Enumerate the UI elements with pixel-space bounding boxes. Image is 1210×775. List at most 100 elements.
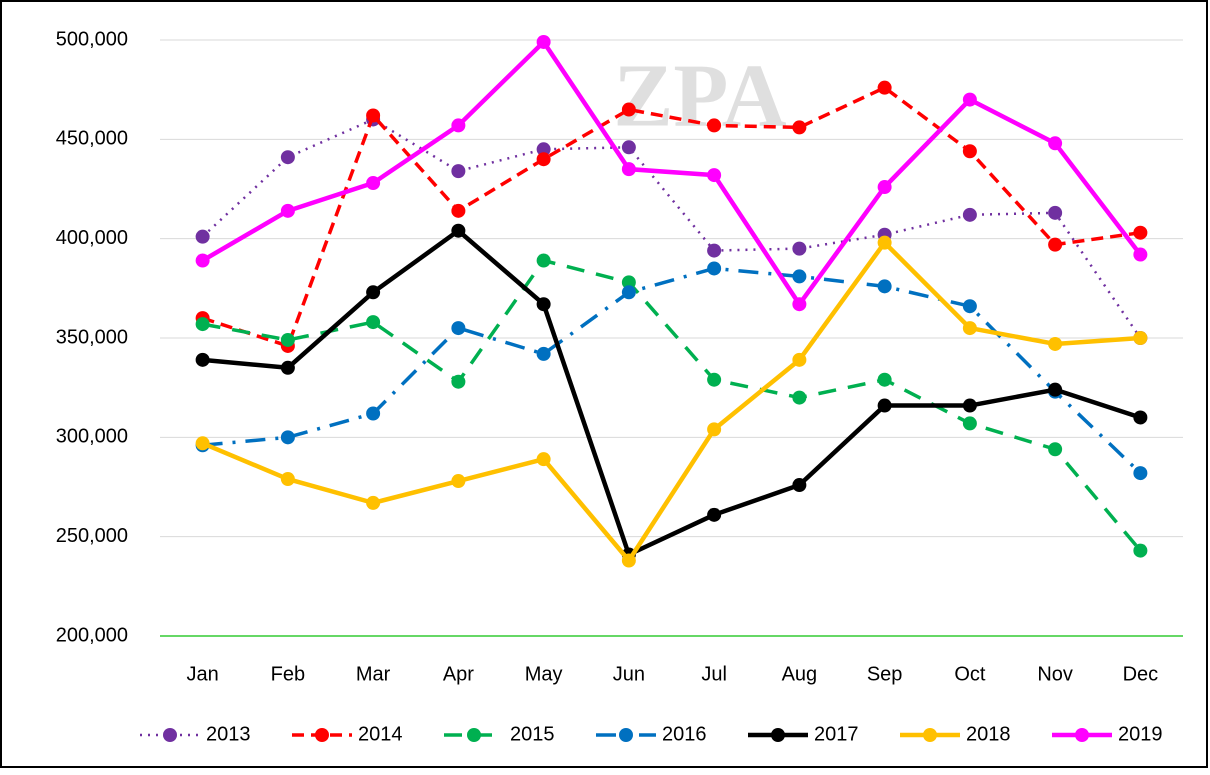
legend-marker bbox=[163, 728, 177, 742]
point bbox=[281, 333, 295, 347]
legend-label: 2015 bbox=[510, 723, 555, 745]
point bbox=[366, 406, 380, 420]
point bbox=[196, 436, 210, 450]
point bbox=[792, 269, 806, 283]
legend-marker bbox=[467, 728, 481, 742]
legend-label: 2017 bbox=[814, 723, 859, 745]
legend-label: 2014 bbox=[358, 723, 403, 745]
watermark: ZPA bbox=[613, 47, 786, 146]
x-tick-label: Mar bbox=[356, 663, 391, 685]
point bbox=[792, 478, 806, 492]
point bbox=[878, 399, 892, 413]
point bbox=[451, 375, 465, 389]
y-tick-label: 350,000 bbox=[56, 326, 128, 348]
point bbox=[1048, 136, 1062, 150]
point bbox=[1133, 410, 1147, 424]
point bbox=[963, 321, 977, 335]
point bbox=[366, 176, 380, 190]
point bbox=[878, 236, 892, 250]
point bbox=[622, 285, 636, 299]
point bbox=[366, 496, 380, 510]
point bbox=[537, 297, 551, 311]
point bbox=[537, 347, 551, 361]
chart: ZPA 200,000 250,000 300,000 350,000 400,000 4… bbox=[0, 0, 1210, 770]
point bbox=[622, 103, 636, 117]
point bbox=[451, 118, 465, 132]
point bbox=[281, 472, 295, 486]
point bbox=[622, 554, 636, 568]
x-tick-label: May bbox=[525, 663, 563, 685]
point bbox=[366, 285, 380, 299]
y-tick-label: 450,000 bbox=[56, 128, 128, 150]
x-tick-label: Apr bbox=[443, 663, 474, 685]
point bbox=[1048, 383, 1062, 397]
point bbox=[537, 452, 551, 466]
point bbox=[1133, 544, 1147, 558]
point bbox=[707, 373, 721, 387]
point bbox=[963, 399, 977, 413]
legend-marker bbox=[315, 728, 329, 742]
x-tick-label: Dec bbox=[1123, 663, 1159, 685]
point bbox=[281, 361, 295, 375]
point bbox=[963, 416, 977, 430]
legend-label: 2019 bbox=[1118, 723, 1163, 745]
point bbox=[196, 230, 210, 244]
legend-marker bbox=[1075, 728, 1089, 742]
x-tick-label: Jun bbox=[613, 663, 645, 685]
point bbox=[196, 254, 210, 268]
point bbox=[537, 254, 551, 268]
point bbox=[451, 224, 465, 238]
point bbox=[1048, 442, 1062, 456]
y-tick-label: 500,000 bbox=[56, 28, 128, 50]
x-tick-label: Oct bbox=[954, 663, 986, 685]
point bbox=[1133, 331, 1147, 345]
point bbox=[963, 208, 977, 222]
point bbox=[707, 422, 721, 436]
y-tick-label: 200,000 bbox=[56, 624, 128, 646]
x-tick-label: Sep bbox=[867, 663, 903, 685]
x-tick-label: Jan bbox=[187, 663, 219, 685]
point bbox=[878, 180, 892, 194]
point bbox=[622, 140, 636, 154]
point bbox=[707, 244, 721, 258]
legend-label: 2018 bbox=[966, 723, 1011, 745]
point bbox=[792, 353, 806, 367]
point bbox=[792, 120, 806, 134]
point bbox=[451, 474, 465, 488]
legend-marker bbox=[923, 728, 937, 742]
legend-marker bbox=[771, 728, 785, 742]
x-tick-label: Nov bbox=[1037, 663, 1073, 685]
point bbox=[1133, 248, 1147, 262]
point bbox=[792, 297, 806, 311]
y-tick-label: 400,000 bbox=[56, 227, 128, 249]
point bbox=[1048, 337, 1062, 351]
point bbox=[366, 315, 380, 329]
point bbox=[451, 164, 465, 178]
point bbox=[878, 81, 892, 95]
point bbox=[1133, 226, 1147, 240]
point bbox=[281, 430, 295, 444]
point bbox=[963, 299, 977, 313]
y-tick-label: 300,000 bbox=[56, 426, 128, 448]
point bbox=[1048, 206, 1062, 220]
point bbox=[963, 144, 977, 158]
point bbox=[707, 508, 721, 522]
point bbox=[707, 261, 721, 275]
chart-border bbox=[1, 1, 1207, 767]
point bbox=[1048, 238, 1062, 252]
point bbox=[451, 204, 465, 218]
point bbox=[963, 93, 977, 107]
x-tick-label: Aug bbox=[782, 663, 818, 685]
point bbox=[707, 118, 721, 132]
point bbox=[281, 150, 295, 164]
point bbox=[878, 279, 892, 293]
y-tick-label: 250,000 bbox=[56, 525, 128, 547]
point bbox=[792, 242, 806, 256]
point bbox=[537, 35, 551, 49]
point bbox=[196, 317, 210, 331]
point bbox=[1133, 466, 1147, 480]
point bbox=[622, 162, 636, 176]
point bbox=[878, 373, 892, 387]
legend-label: 2013 bbox=[206, 723, 251, 745]
point bbox=[196, 353, 210, 367]
